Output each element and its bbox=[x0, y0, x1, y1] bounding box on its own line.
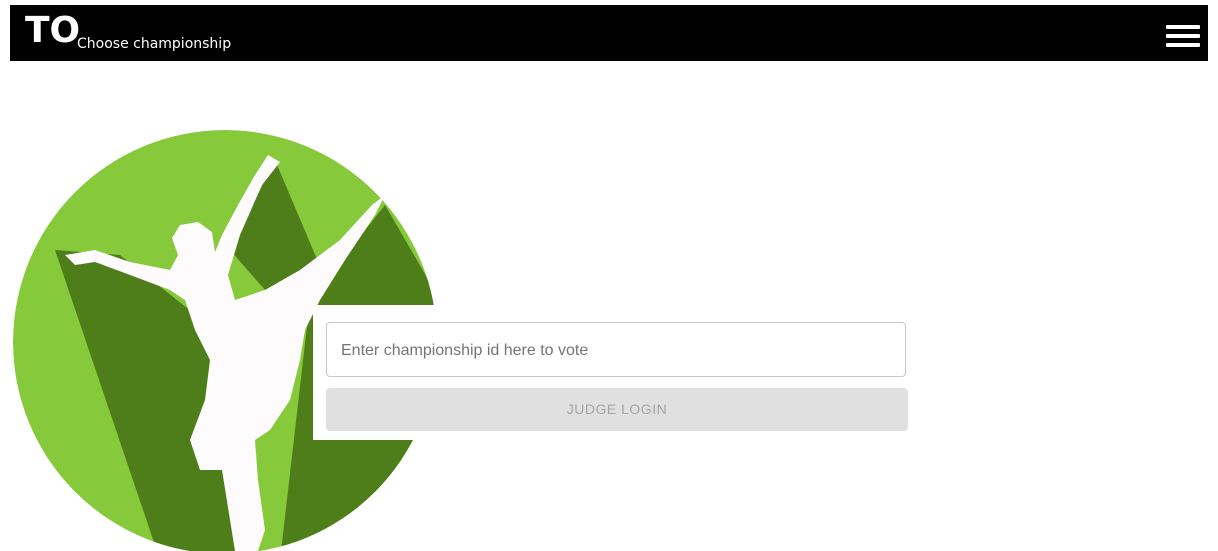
menu-button[interactable] bbox=[1166, 25, 1200, 49]
page-subtitle: Choose championship bbox=[77, 36, 232, 52]
top-bar: TO Choose championship bbox=[10, 5, 1208, 61]
championship-id-input[interactable]: Enter championship id here to vote bbox=[326, 322, 906, 377]
logo[interactable]: TO bbox=[25, 10, 81, 51]
judge-login-button[interactable]: JUDGE LOGIN bbox=[326, 388, 908, 431]
dancer-silhouette bbox=[65, 155, 385, 551]
